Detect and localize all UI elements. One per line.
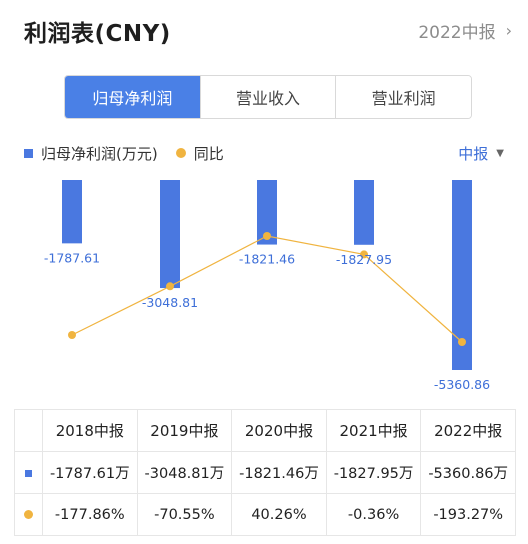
data-table: 2018中报 2019中报 2020中报 2021中报 2022中报 -1787… <box>14 409 516 536</box>
period-link-label: 2022中报 <box>418 23 496 43</box>
bar-swatch-icon <box>25 469 32 477</box>
table-lead-cell <box>14 451 43 494</box>
caret-down-icon: ▼ <box>496 147 504 159</box>
yoy-point-2020中报[interactable] <box>263 232 271 240</box>
line-legend-dot-icon <box>175 148 186 158</box>
table-cell: -177.86% <box>42 493 138 536</box>
bar-value-label: -1787.61 <box>44 250 100 265</box>
line-legend-label: 同比 <box>193 144 224 163</box>
yoy-point-2019中报[interactable] <box>166 282 174 291</box>
profit-chart: -1787.61 -3048.81 -1821.46 -1827.95 -5360.86 <box>44 180 490 392</box>
table-cell: -3048.81万 <box>136 451 233 494</box>
table-lead-cell <box>14 493 43 536</box>
bar-2019中报[interactable] <box>160 180 180 289</box>
table-row-yoy: -177.86% -70.55% 40.26% -0.36% -193.27% <box>14 493 516 536</box>
table-cell: -1821.46万 <box>231 451 327 494</box>
yoy-point-2021中报[interactable] <box>360 250 368 259</box>
table-cell: -5360.86万 <box>420 451 516 494</box>
table-row-profit: -1787.61万 -3048.81万 -1821.46万 -1827.95万 … <box>14 451 516 494</box>
table-corner <box>14 409 43 452</box>
yoy-point-2018中报[interactable] <box>68 331 76 339</box>
table-header-cell: 2020中报 <box>231 409 327 452</box>
bar-value-label: -3048.81 <box>142 295 198 310</box>
metric-tabs: 归母净利润 营业收入 营业利润 <box>64 75 472 119</box>
bar-2022中报[interactable] <box>452 180 472 370</box>
yoy-point-2022中报[interactable] <box>458 338 466 346</box>
tab-operating-profit[interactable]: 营业利润 <box>335 76 471 118</box>
period-select[interactable]: 中报 ▼ <box>458 142 504 164</box>
table-cell: -70.55% <box>136 493 233 536</box>
table-cell: -193.27% <box>420 493 516 536</box>
table-cell: -1787.61万 <box>42 451 138 494</box>
line-dot-icon <box>24 509 33 519</box>
bar-value-label: -1827.95 <box>336 252 392 267</box>
bar-legend-label: 归母净利润(万元) <box>41 144 158 163</box>
tab-revenue[interactable]: 营业收入 <box>199 76 336 118</box>
bar-2020中报[interactable] <box>257 180 277 245</box>
bar-2018中报[interactable] <box>62 180 82 244</box>
tab-net-profit[interactable]: 归母净利润 <box>65 76 200 118</box>
chart-legend: 归母净利润(万元) 同比 <box>24 142 224 164</box>
period-select-value: 中报 <box>458 144 489 163</box>
period-link[interactable]: 2022中报 › <box>418 18 512 43</box>
bar-legend-swatch-icon <box>24 148 33 158</box>
header: 利润表(CNY) 2022中报 › <box>0 0 528 62</box>
table-cell: -0.36% <box>325 493 422 536</box>
bar-2021中报[interactable] <box>354 180 374 245</box>
table-header-row: 2018中报 2019中报 2020中报 2021中报 2022中报 <box>14 409 516 452</box>
table-header-cell: 2018中报 <box>42 409 138 452</box>
chevron-right-icon: › <box>505 21 512 40</box>
bar-value-label: -1821.46 <box>239 252 295 267</box>
bar-value-label: -5360.86 <box>434 377 490 392</box>
table-header-cell: 2019中报 <box>136 409 233 452</box>
page-title: 利润表(CNY) <box>24 21 171 47</box>
table-header-cell: 2021中报 <box>325 409 422 452</box>
table-header-cell: 2022中报 <box>420 409 516 452</box>
table-cell: 40.26% <box>231 493 327 536</box>
table-cell: -1827.95万 <box>325 451 422 494</box>
